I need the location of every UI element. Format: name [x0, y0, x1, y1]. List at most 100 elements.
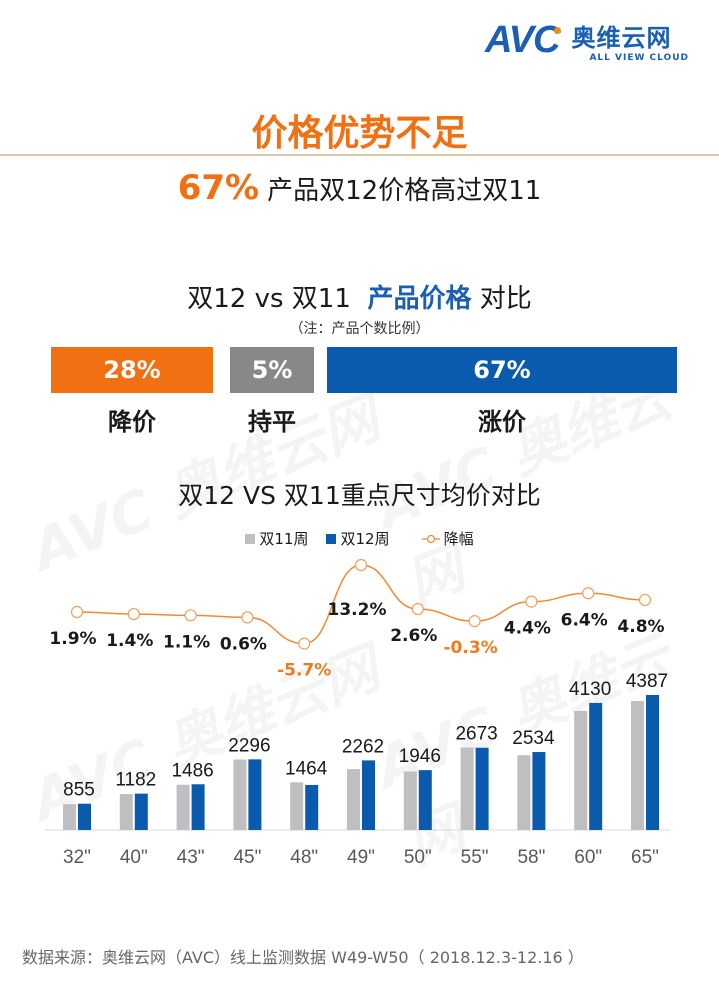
segment-label-up: 涨价: [478, 408, 526, 436]
segment-price-flat: 5%: [230, 347, 314, 393]
segment-value: 5%: [251, 356, 293, 384]
bar-d11: [233, 759, 247, 830]
decline-point: [298, 637, 311, 650]
decline-value-label: 2.6%: [390, 626, 437, 646]
logo-name-cn: 奥维云网: [571, 24, 672, 52]
x-tick-label: 48": [290, 847, 318, 868]
bar-value-label: 2534: [512, 728, 555, 749]
decline-point: [468, 615, 481, 628]
decline-point: [127, 607, 140, 621]
bar-d12: [78, 803, 91, 830]
legend-label: 双11周: [259, 530, 309, 548]
decline-point: [638, 593, 652, 607]
segment-price-down: 28%: [51, 347, 213, 393]
decline-value-label: 4.8%: [617, 617, 664, 637]
bar-value-label: 2673: [455, 724, 497, 745]
decline-value-label: -5.7%: [277, 661, 331, 681]
segment-label-flat: 持平: [248, 408, 296, 436]
decline-value-label: 6.4%: [561, 610, 608, 630]
decline-value-label: 1.9%: [49, 629, 96, 649]
bar-value-label: 2262: [342, 736, 384, 757]
decline-point: [411, 602, 424, 616]
legend-item-d12: 双12周: [326, 528, 390, 549]
segment-price-up: 67%: [327, 347, 677, 393]
comparison-title-suffix: 对比: [479, 284, 532, 314]
decline-value-label: 0.6%: [220, 634, 267, 654]
bar-line-chart: 855 32" 1182 40" 1486 43" 2296 45" 1464 48" 2262 49…: [45, 558, 670, 868]
x-tick-label: 65": [631, 847, 659, 868]
x-tick-label: 40": [120, 847, 148, 868]
decline-value-label: -0.3%: [443, 638, 497, 658]
avc-logo: AVC 奥维云网 ALL VIEW CLOUD: [485, 18, 689, 63]
logo-dot-icon: [554, 27, 562, 34]
bar-d12: [589, 702, 603, 830]
bar-d11: [574, 710, 588, 830]
decline-point: [241, 611, 254, 624]
bar-d12: [191, 784, 205, 830]
logo-mark: AVC: [485, 19, 562, 61]
title-divider: [0, 154, 719, 156]
decline-value-label: 4.4%: [504, 619, 551, 639]
bar-value-label: 1946: [399, 746, 441, 767]
subtitle-percentage: 67%: [177, 168, 260, 208]
bar-d11: [631, 701, 644, 830]
bar-value-label: 1486: [171, 760, 213, 781]
bar-d12: [532, 752, 546, 830]
legend-label: 降幅: [443, 530, 474, 548]
x-tick-label: 55": [461, 847, 489, 868]
bar-value-label: 2296: [228, 735, 270, 756]
x-tick-label: 43": [177, 847, 205, 868]
comparison-title-highlight: 产品价格: [367, 284, 472, 314]
segment-value: 28%: [103, 356, 161, 384]
x-tick-label: 58": [517, 847, 545, 868]
bar-d11: [119, 793, 133, 830]
logo-name-en: ALL VIEW CLOUD: [589, 53, 689, 63]
decline-point: [582, 587, 595, 600]
bar-d11: [403, 771, 417, 830]
bar-d12: [305, 784, 319, 830]
bar-d11: [176, 784, 190, 830]
legend-item-d11: 双11周: [245, 528, 308, 549]
bar-d11: [517, 755, 531, 830]
legend-label: 双12周: [340, 530, 390, 548]
decline-point: [354, 558, 368, 572]
decline-point: [184, 609, 197, 622]
segment-value: 67%: [473, 356, 531, 384]
subtitle-text: 产品双12价格高过双11: [267, 176, 542, 206]
chart-title: 双12 VS 双11重点尺寸均价对比: [178, 481, 541, 510]
legend-swatch-gray: [245, 533, 256, 544]
comparison-title: 双12 vs 双11 产品价格 对比: [0, 278, 719, 315]
x-tick-label: 50": [404, 847, 432, 868]
legend-swatch-blue: [326, 533, 337, 544]
bar-d11: [290, 782, 304, 830]
comparison-title-prefix: 双12 vs 双11: [187, 284, 351, 314]
bar-d12: [475, 747, 489, 830]
decline-value-label: 1.1%: [163, 632, 210, 652]
bar-value-label: 4130: [569, 679, 611, 700]
bar-d11: [460, 747, 474, 830]
bar-d12: [362, 760, 375, 830]
segment-label-down: 降价: [108, 408, 156, 436]
comparison-note: （注：产品个数比例）: [289, 321, 430, 337]
decline-point: [70, 605, 84, 619]
x-tick-label: 45": [233, 847, 261, 868]
legend-line-marker-icon: [421, 534, 440, 543]
bar-d12: [646, 695, 659, 830]
bar-value-label: 1182: [115, 770, 156, 791]
bar-d12: [248, 759, 262, 830]
x-tick-label: 60": [574, 847, 602, 868]
x-tick-label: 32": [63, 847, 91, 868]
bar-d11: [63, 804, 76, 830]
bar-value-label: 855: [63, 780, 95, 801]
bar-d12: [134, 793, 148, 830]
bar-value-label: 4387: [626, 671, 668, 692]
bar-d12: [418, 770, 432, 830]
bar-d11: [347, 769, 360, 830]
decline-value-label: 1.4%: [106, 631, 153, 651]
legend-item-decline: 降幅: [421, 528, 474, 549]
decline-point: [525, 595, 538, 608]
bar-value-label: 1464: [285, 758, 328, 779]
page-subtitle: 67% 产品双12价格高过双11: [0, 168, 719, 208]
page-title: 价格优势不足: [251, 113, 468, 154]
data-source: 数据来源：奥维云网（AVC）线上监测数据 W49-W50（ 2018.12.3-…: [22, 948, 584, 967]
